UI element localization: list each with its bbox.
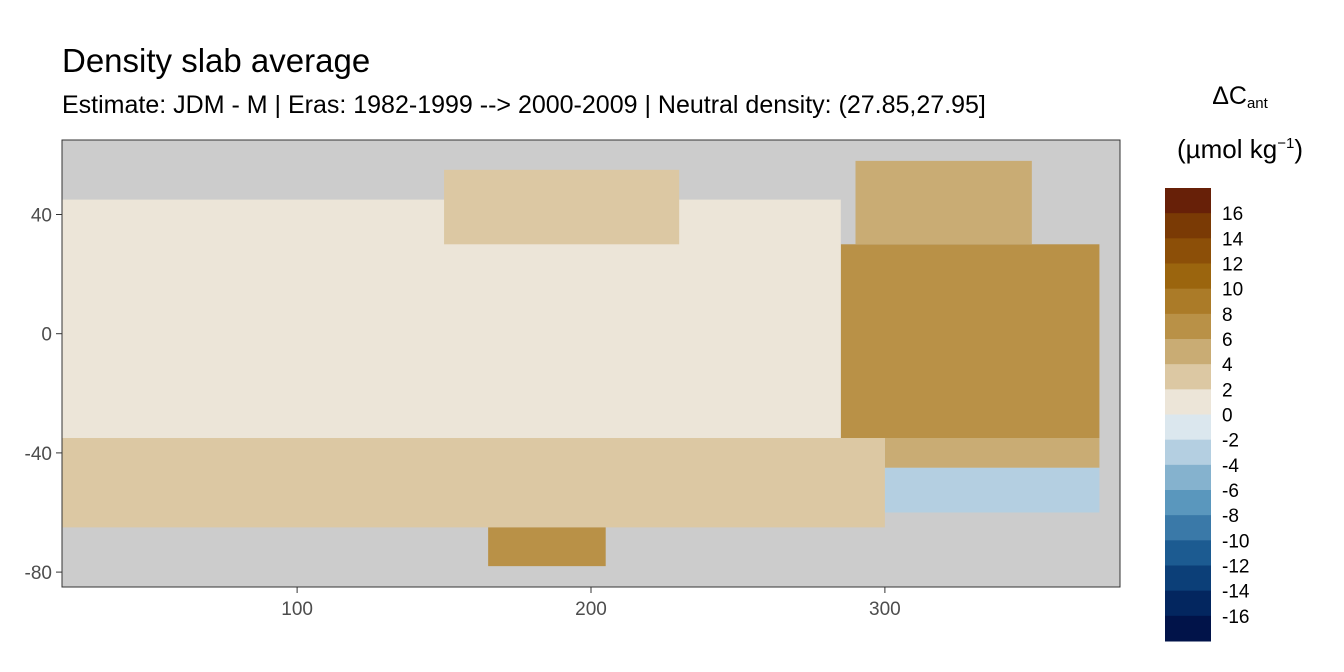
colorbar-title: ΔCant (µmol kg−1) bbox=[1160, 82, 1320, 165]
colorbar-label: -4 bbox=[1222, 456, 1239, 477]
colorbar-bin bbox=[1165, 414, 1211, 441]
colorbar-bin bbox=[1165, 339, 1211, 365]
y-tick-label: 40 bbox=[31, 206, 52, 227]
region-southern-atlantic bbox=[870, 467, 1100, 513]
colorbar-label: 4 bbox=[1222, 355, 1233, 376]
x-tick-label: 100 bbox=[281, 599, 313, 620]
y-tick-label: 0 bbox=[41, 325, 52, 346]
colorbar-bin bbox=[1165, 238, 1211, 264]
colorbar-label: 14 bbox=[1222, 229, 1244, 250]
colorbar-bin bbox=[1165, 313, 1211, 340]
chart-title: Density slab average bbox=[62, 42, 371, 79]
colorbar-bin bbox=[1165, 565, 1211, 592]
colorbar-bin bbox=[1165, 540, 1211, 566]
colorbar-bin bbox=[1165, 364, 1211, 390]
colorbar-label: -6 bbox=[1222, 481, 1239, 502]
map-panel bbox=[62, 140, 1120, 587]
colorbar-title-symbol: ΔC bbox=[1212, 82, 1247, 110]
colorbar-label: -2 bbox=[1222, 431, 1239, 452]
colorbar-bin bbox=[1165, 389, 1211, 415]
colorbar-bin bbox=[1165, 213, 1211, 239]
colorbar-title-unit: (µmol kg bbox=[1177, 134, 1278, 164]
colorbar-bin bbox=[1165, 615, 1211, 642]
region-antarctic-shelf bbox=[488, 527, 606, 567]
colorbar-label: -14 bbox=[1222, 582, 1250, 603]
region-southern-ocean bbox=[62, 438, 885, 528]
colorbar-bin bbox=[1165, 188, 1211, 214]
colorbar-label: -16 bbox=[1222, 607, 1249, 628]
colorbar-title-superscript: −1 bbox=[1277, 135, 1295, 152]
colorbar-label: 12 bbox=[1222, 255, 1243, 276]
colorbar-label: -10 bbox=[1222, 531, 1249, 552]
colorbar-title-unit-end: ) bbox=[1294, 134, 1303, 164]
colorbar: 16 14 12 10 8 6 4 2 0 -2 -4 -6 -8 -10 -12 -14 -16 bbox=[1165, 188, 1250, 642]
colorbar-bin bbox=[1165, 439, 1211, 466]
region-north-pacific bbox=[444, 169, 680, 245]
colorbar-label: -8 bbox=[1222, 506, 1239, 527]
x-tick-label: 200 bbox=[575, 599, 607, 620]
colorbar-bin bbox=[1165, 590, 1211, 617]
colorbar-label: 6 bbox=[1222, 330, 1233, 351]
region-south-atlantic bbox=[884, 438, 1100, 468]
y-tick-label: -40 bbox=[25, 444, 52, 465]
colorbar-bin bbox=[1165, 464, 1211, 491]
colorbar-bin bbox=[1165, 263, 1211, 290]
colorbar-label: 10 bbox=[1222, 280, 1243, 301]
colorbar-bin bbox=[1165, 288, 1211, 315]
colorbar-label: 2 bbox=[1222, 380, 1233, 401]
colorbar-label: 16 bbox=[1222, 204, 1243, 225]
colorbar-bin bbox=[1165, 490, 1211, 516]
colorbar-title-subscript: ant bbox=[1246, 95, 1268, 112]
region-atlantic bbox=[840, 244, 1100, 438]
chart-subtitle: Estimate: JDM - M | Eras: 1982-1999 --> … bbox=[62, 91, 986, 119]
y-tick-label: -80 bbox=[25, 563, 52, 584]
colorbar-label: -12 bbox=[1222, 557, 1249, 578]
colorbar-bin bbox=[1165, 515, 1211, 541]
colorbar-label: 8 bbox=[1222, 305, 1233, 326]
x-tick-label: 300 bbox=[869, 599, 901, 620]
region-north-atlantic bbox=[855, 160, 1032, 245]
colorbar-label: 0 bbox=[1222, 406, 1233, 427]
